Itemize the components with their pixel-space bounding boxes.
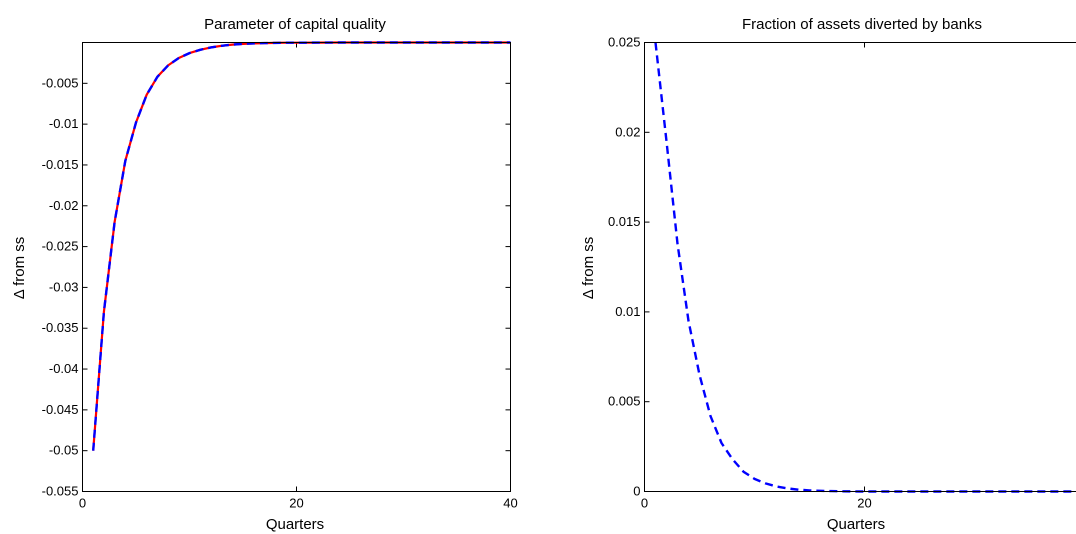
ticks-group: 0 20 40 -0.055 -0.05 -0.045 -0.04 -0.035 -0.03 -0… <box>42 42 518 511</box>
series-line-dashed-0 <box>654 42 1076 493</box>
y-tick-label: 0.01 <box>615 304 640 319</box>
y-axis-label: Δ from ss <box>11 237 28 300</box>
x-tick-label: 40 <box>503 496 517 511</box>
y-tick-label: 0 <box>633 484 640 499</box>
lines-group <box>92 41 511 451</box>
series-line-solid-0 <box>92 41 511 451</box>
x-axis-label: Quarters <box>827 516 885 533</box>
plot-area-frame <box>82 42 511 492</box>
x-tick-label: 0 <box>641 496 648 511</box>
y-tick-label: 0.015 <box>608 214 641 229</box>
y-tick-label: 0.025 <box>608 35 641 50</box>
chart-title: Parameter of capital quality <box>204 16 386 33</box>
y-tick-label: -0.025 <box>42 239 79 254</box>
x-tick-label: 20 <box>289 496 303 511</box>
plot-area-frame <box>644 42 1076 492</box>
chart-panel-capital-quality: Parameter of capital quality Quarters Δ … <box>11 16 518 533</box>
x-tick-label: 0 <box>79 496 86 511</box>
y-tick-label: -0.005 <box>42 75 79 90</box>
y-tick-label: -0.055 <box>42 484 79 499</box>
y-tick-label: -0.01 <box>49 116 79 131</box>
y-tick-label: -0.045 <box>42 402 79 417</box>
y-axis-label: Δ from ss <box>580 237 597 300</box>
y-tick-label: -0.04 <box>49 361 79 376</box>
y-tick-label: 0.005 <box>608 394 641 409</box>
chart-panel-assets-diverted: Fraction of assets diverted by banks Qua… <box>580 16 1076 533</box>
x-axis-label: Quarters <box>266 516 324 533</box>
y-tick-label: -0.015 <box>42 157 79 172</box>
y-tick-label: -0.05 <box>49 443 79 458</box>
y-tick-label: -0.02 <box>49 198 79 213</box>
series-line-dashed-1 <box>92 41 511 451</box>
y-tick-label: -0.035 <box>42 320 79 335</box>
x-tick-label: 20 <box>857 496 871 511</box>
y-tick-label: 0.02 <box>615 124 640 139</box>
chart-title: Fraction of assets diverted by banks <box>742 16 982 33</box>
lines-group <box>654 42 1076 493</box>
y-tick-label: -0.03 <box>49 279 79 294</box>
